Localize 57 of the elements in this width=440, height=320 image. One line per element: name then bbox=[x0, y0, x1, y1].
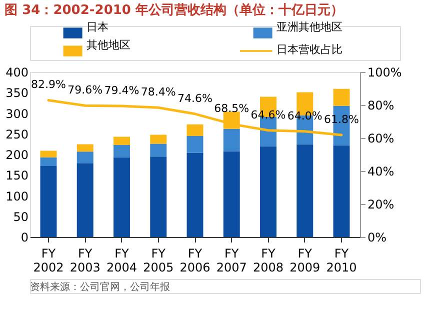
bar bbox=[114, 157, 130, 237]
y2-tick-label: 80% bbox=[368, 98, 394, 112]
bar bbox=[114, 136, 130, 146]
data-label: 79.4% bbox=[104, 84, 140, 97]
legend-label: 亚洲其他地区 bbox=[276, 20, 342, 34]
data-label: 82.9% bbox=[31, 78, 66, 92]
bar bbox=[150, 134, 167, 144]
y-tick-label: 100 bbox=[6, 189, 28, 204]
text: 资料来源：公司官网，公司年报 bbox=[30, 281, 170, 293]
x-tick-label: FY 2008 bbox=[252, 246, 284, 274]
bar bbox=[114, 145, 130, 158]
legend-label: 日本营收占比 bbox=[276, 43, 342, 56]
chart-title: 图 34：2002-2010 年公司营收结构（单位：十亿日元） bbox=[4, 2, 344, 18]
bar bbox=[333, 145, 350, 237]
bar bbox=[40, 150, 57, 158]
y2-tick-label: 40% bbox=[368, 164, 394, 178]
bar bbox=[333, 88, 350, 106]
y2-tick-label: 60% bbox=[368, 132, 394, 146]
y2-tick-label: 20% bbox=[368, 198, 394, 212]
y2-tick-label: 0% bbox=[368, 230, 387, 244]
x-tick-label: FY 2007 bbox=[216, 246, 247, 274]
x-tick-label: FY 2010 bbox=[326, 246, 357, 274]
x-tick-label: FY 2003 bbox=[70, 246, 100, 274]
bar bbox=[76, 152, 94, 164]
legend-label: 其他地区 bbox=[86, 38, 130, 52]
bar bbox=[186, 136, 204, 153]
x-tick-label: FY 2004 bbox=[106, 246, 138, 274]
y-tick-label: 50 bbox=[13, 210, 28, 224]
bar bbox=[76, 163, 94, 237]
data-label: 74.6% bbox=[178, 92, 212, 105]
y-tick-label: 200 bbox=[6, 148, 28, 162]
y-tick-label: 250 bbox=[6, 127, 28, 142]
bar bbox=[260, 146, 276, 237]
y-tick-label: 350 bbox=[6, 86, 28, 100]
bar bbox=[150, 144, 167, 157]
y2-tick-label: 100% bbox=[368, 66, 402, 80]
x-tick-label: FY 2002 bbox=[33, 246, 64, 274]
x-tick-label: FY 2006 bbox=[180, 246, 210, 274]
data-label: 78.4% bbox=[140, 86, 176, 99]
data-label: 79.6% bbox=[68, 84, 103, 97]
data-label: 68.5% bbox=[214, 102, 250, 115]
bar bbox=[40, 166, 57, 237]
y-tick-label: 150 bbox=[6, 168, 28, 183]
bar bbox=[76, 144, 94, 152]
bar bbox=[40, 157, 57, 166]
x-tick-label: FY 2005 bbox=[143, 246, 174, 274]
x-tick-label: FY 2009 bbox=[290, 246, 320, 274]
bar bbox=[186, 124, 204, 136]
legend-label: 日本 bbox=[86, 20, 108, 34]
y-tick-label: 400 bbox=[6, 66, 28, 80]
y-tick-label: 300 bbox=[6, 106, 28, 121]
bar bbox=[223, 151, 240, 237]
bar bbox=[150, 156, 167, 237]
bar bbox=[186, 152, 204, 237]
y-tick-label: 0 bbox=[20, 230, 28, 244]
bar bbox=[223, 128, 240, 152]
bar bbox=[296, 144, 314, 237]
